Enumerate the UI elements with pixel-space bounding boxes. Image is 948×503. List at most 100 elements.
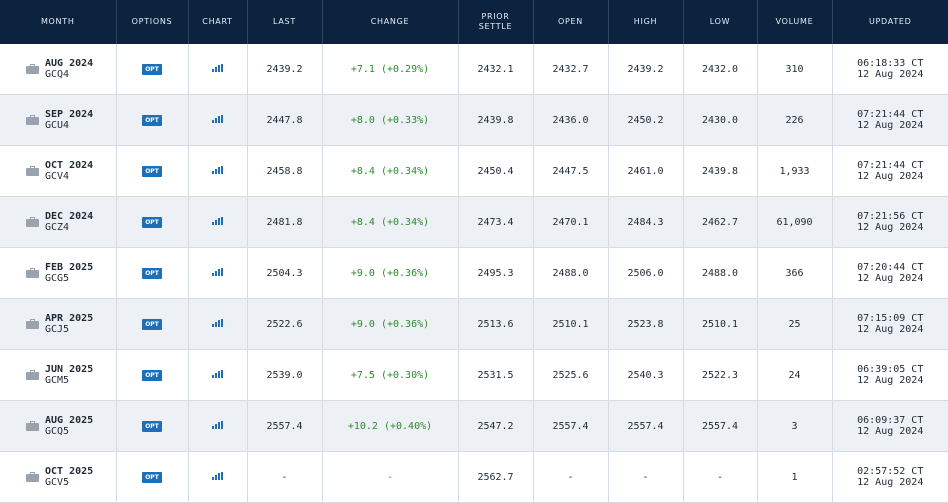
bar-chart-icon[interactable] bbox=[212, 420, 223, 429]
prior-settle-cell: 2531.5 bbox=[458, 349, 534, 401]
high-cell: 2506.0 bbox=[608, 247, 684, 299]
prior-settle-cell: 2562.7 bbox=[458, 451, 534, 503]
updated-time: 07:15:09 CT bbox=[857, 313, 924, 324]
header-volume[interactable]: VOLUME bbox=[757, 0, 833, 44]
open-cell: 2510.1 bbox=[533, 298, 609, 350]
opt-button[interactable]: OPT bbox=[142, 421, 162, 432]
contract-month[interactable]: DEC 2024 bbox=[45, 211, 94, 222]
updated-date: 12 Aug 2024 bbox=[857, 375, 924, 386]
change-cell: - bbox=[322, 451, 459, 503]
contract-code: GCZ4 bbox=[45, 222, 70, 233]
options-cell: OPT bbox=[116, 451, 189, 503]
prior-settle-cell: 2450.4 bbox=[458, 145, 534, 197]
opt-button[interactable]: OPT bbox=[142, 217, 162, 228]
opt-button[interactable]: OPT bbox=[142, 64, 162, 75]
change-cell: +7.5 (+0.30%) bbox=[322, 349, 459, 401]
opt-button[interactable]: OPT bbox=[142, 268, 162, 279]
header-chart: CHART bbox=[188, 0, 248, 44]
low-cell: 2522.3 bbox=[683, 349, 758, 401]
chart-cell bbox=[188, 349, 248, 401]
updated-cell: 07:15:09 CT 12 Aug 2024 bbox=[832, 298, 948, 350]
updated-date: 12 Aug 2024 bbox=[857, 324, 924, 335]
contract-month[interactable]: APR 2025 bbox=[45, 313, 94, 324]
briefcase-icon[interactable] bbox=[26, 64, 39, 74]
contract-month[interactable]: OCT 2025 bbox=[45, 466, 94, 477]
month-cell: DEC 2024 GCZ4 bbox=[0, 196, 117, 248]
updated-time: 07:21:44 CT bbox=[857, 160, 924, 171]
header-open[interactable]: OPEN bbox=[533, 0, 609, 44]
bar-chart-icon[interactable] bbox=[212, 63, 223, 72]
contract-code: GCU4 bbox=[45, 120, 70, 131]
table-header-row: MONTH OPTIONS CHART LAST CHANGE PRIOR SET… bbox=[0, 0, 948, 44]
last-cell: 2557.4 bbox=[247, 400, 323, 452]
contract-month[interactable]: OCT 2024 bbox=[45, 160, 94, 171]
contract-month[interactable]: SEP 2024 bbox=[45, 109, 94, 120]
chart-cell bbox=[188, 298, 248, 350]
briefcase-icon[interactable] bbox=[26, 217, 39, 227]
high-cell: 2484.3 bbox=[608, 196, 684, 248]
prior-settle-cell: 2439.8 bbox=[458, 94, 534, 146]
header-updated[interactable]: UPDATED bbox=[832, 0, 948, 44]
bar-chart-icon[interactable] bbox=[212, 114, 223, 123]
volume-cell: 310 bbox=[757, 44, 833, 95]
month-cell: JUN 2025 GCM5 bbox=[0, 349, 117, 401]
updated-date: 12 Aug 2024 bbox=[857, 69, 924, 80]
contract-code: GCM5 bbox=[45, 375, 70, 386]
month-cell: SEP 2024 GCU4 bbox=[0, 94, 117, 146]
opt-button[interactable]: OPT bbox=[142, 166, 162, 177]
month-cell: FEB 2025 GCG5 bbox=[0, 247, 117, 299]
low-cell: - bbox=[683, 451, 758, 503]
table-row: DEC 2024 GCZ4 OPT 2481.8 +8.4 (+0.34%) 2473.4… bbox=[0, 196, 948, 248]
opt-button[interactable]: OPT bbox=[142, 370, 162, 381]
header-change[interactable]: CHANGE bbox=[322, 0, 459, 44]
contract-month[interactable]: AUG 2025 bbox=[45, 415, 94, 426]
updated-cell: 06:09:37 CT 12 Aug 2024 bbox=[832, 400, 948, 452]
open-cell: - bbox=[533, 451, 609, 503]
table-row: APR 2025 GCJ5 OPT 2522.6 +9.0 (+0.36%) 2513.6… bbox=[0, 298, 948, 350]
header-prior-settle[interactable]: PRIOR SETTLE bbox=[458, 0, 534, 44]
table-row: AUG 2024 GCQ4 OPT 2439.2 +7.1 (+0.29%) 2432.1… bbox=[0, 44, 948, 95]
contract-month[interactable]: JUN 2025 bbox=[45, 364, 94, 375]
change-cell: +10.2 (+0.40%) bbox=[322, 400, 459, 452]
updated-cell: 06:39:05 CT 12 Aug 2024 bbox=[832, 349, 948, 401]
briefcase-icon[interactable] bbox=[26, 115, 39, 125]
open-cell: 2432.7 bbox=[533, 44, 609, 95]
briefcase-icon[interactable] bbox=[26, 421, 39, 431]
header-month[interactable]: MONTH bbox=[0, 0, 117, 44]
volume-cell: 3 bbox=[757, 400, 833, 452]
briefcase-icon[interactable] bbox=[26, 370, 39, 380]
chart-cell bbox=[188, 400, 248, 452]
low-cell: 2430.0 bbox=[683, 94, 758, 146]
briefcase-icon[interactable] bbox=[26, 319, 39, 329]
bar-chart-icon[interactable] bbox=[212, 471, 223, 480]
header-last[interactable]: LAST bbox=[247, 0, 323, 44]
table-row: FEB 2025 GCG5 OPT 2504.3 +9.0 (+0.36%) 2495.3… bbox=[0, 247, 948, 299]
bar-chart-icon[interactable] bbox=[212, 369, 223, 378]
header-high[interactable]: HIGH bbox=[608, 0, 684, 44]
bar-chart-icon[interactable] bbox=[212, 165, 223, 174]
volume-cell: 25 bbox=[757, 298, 833, 350]
chart-cell bbox=[188, 196, 248, 248]
last-cell: 2481.8 bbox=[247, 196, 323, 248]
briefcase-icon[interactable] bbox=[26, 166, 39, 176]
contract-month[interactable]: AUG 2024 bbox=[45, 58, 94, 69]
updated-date: 12 Aug 2024 bbox=[857, 120, 924, 131]
briefcase-icon[interactable] bbox=[26, 472, 39, 482]
opt-button[interactable]: OPT bbox=[142, 472, 162, 483]
contract-month[interactable]: FEB 2025 bbox=[45, 262, 94, 273]
low-cell: 2439.8 bbox=[683, 145, 758, 197]
chart-cell bbox=[188, 44, 248, 95]
opt-button[interactable]: OPT bbox=[142, 115, 162, 126]
opt-button[interactable]: OPT bbox=[142, 319, 162, 330]
bar-chart-icon[interactable] bbox=[212, 267, 223, 276]
header-low[interactable]: LOW bbox=[683, 0, 758, 44]
updated-cell: 07:20:44 CT 12 Aug 2024 bbox=[832, 247, 948, 299]
bar-chart-icon[interactable] bbox=[212, 216, 223, 225]
updated-date: 12 Aug 2024 bbox=[857, 477, 924, 488]
briefcase-icon[interactable] bbox=[26, 268, 39, 278]
high-cell: 2450.2 bbox=[608, 94, 684, 146]
last-cell: 2439.2 bbox=[247, 44, 323, 95]
bar-chart-icon[interactable] bbox=[212, 318, 223, 327]
open-cell: 2557.4 bbox=[533, 400, 609, 452]
month-cell: APR 2025 GCJ5 bbox=[0, 298, 117, 350]
